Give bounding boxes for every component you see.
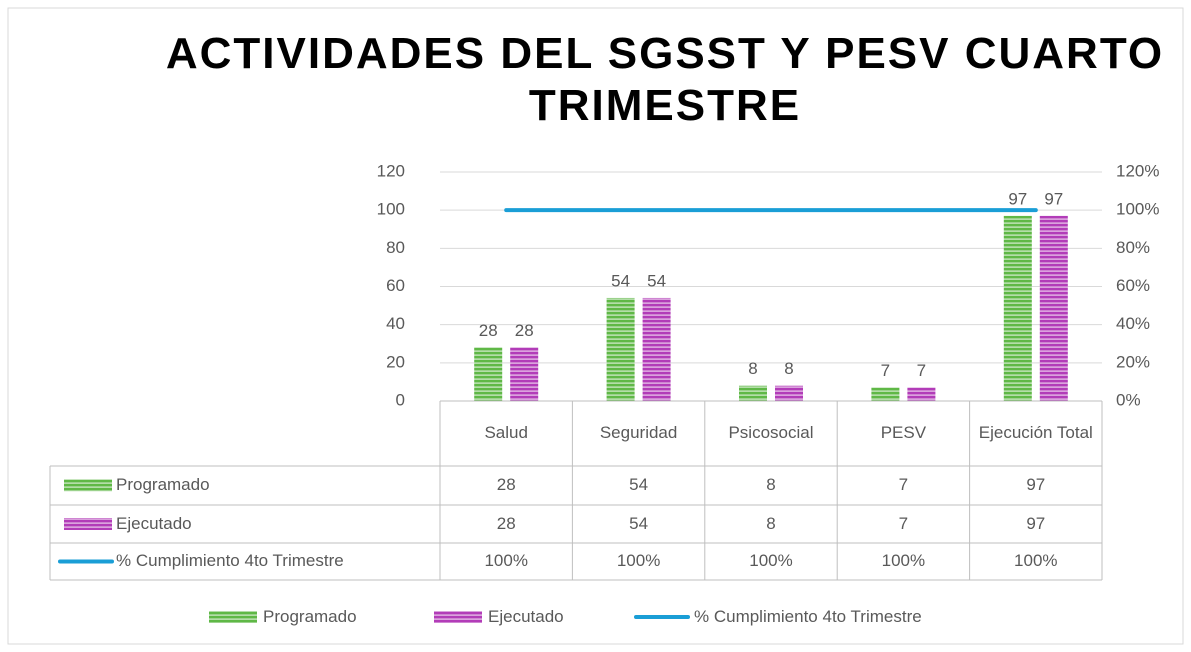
category-label: Salud — [484, 423, 528, 443]
data-label: 97 — [1008, 189, 1027, 208]
y-tick-label: 40 — [386, 314, 405, 333]
table-cell: 100% — [1014, 551, 1058, 571]
y2-tick-label: 0% — [1116, 390, 1141, 409]
y-tick-label: 0 — [396, 390, 405, 409]
legend-label: Programado — [263, 606, 357, 626]
data-label: 28 — [515, 321, 534, 340]
legend-key — [209, 611, 257, 623]
table-cell: 8 — [766, 513, 776, 533]
y-tick-label: 20 — [386, 352, 405, 371]
y-tick-label: 120 — [377, 161, 405, 180]
y-tick-label: 80 — [386, 238, 405, 257]
table-cell: 100% — [484, 551, 528, 571]
legend-label: Ejecutado — [488, 606, 564, 626]
data-label: 7 — [917, 361, 926, 380]
chart-border — [7, 7, 1184, 645]
bar — [1039, 215, 1068, 401]
data-label: 8 — [784, 359, 793, 378]
y2-tick-label: 80% — [1116, 238, 1150, 257]
table-cell: 100% — [881, 551, 926, 571]
data-label: 97 — [1044, 189, 1063, 208]
chart-title: ACTIVIDADES DEL SGSST Y PESV CUARTO TRIM… — [165, 29, 1165, 130]
category-label: Ejecución Total — [978, 423, 1093, 443]
bar — [907, 387, 936, 401]
bar — [510, 347, 539, 401]
bar — [1003, 215, 1032, 401]
category-label: PESV — [880, 423, 927, 443]
bar — [606, 297, 635, 401]
table-cell: 54 — [629, 513, 649, 533]
data-label: 28 — [479, 321, 498, 340]
table-cell: 28 — [496, 513, 516, 533]
table-cell: 7 — [898, 475, 909, 495]
bar — [739, 385, 767, 401]
table-cell: 7 — [898, 513, 909, 533]
legend-key — [64, 479, 112, 492]
data-label: 54 — [647, 271, 666, 290]
y-tick-label: 60 — [386, 276, 405, 295]
legend-key — [64, 518, 112, 530]
table-cell: 100% — [616, 551, 661, 571]
y-tick-label: 100 — [377, 200, 405, 219]
table-row-label: Ejecutado — [116, 513, 192, 533]
table-row-label: Programado — [116, 475, 210, 495]
table-cell: 97 — [1026, 513, 1046, 533]
y2-tick-label: 20% — [1116, 352, 1150, 371]
data-label: 54 — [611, 271, 630, 290]
table-cell: 54 — [629, 475, 649, 495]
bar — [871, 387, 900, 401]
bar — [642, 297, 671, 401]
y2-tick-label: 100% — [1116, 200, 1159, 219]
category-label: Seguridad — [599, 423, 678, 443]
table-cell: 97 — [1026, 475, 1046, 495]
bar — [775, 385, 803, 401]
y2-tick-label: 40% — [1116, 314, 1150, 333]
category-label: Psicosocial — [728, 423, 814, 443]
table-cell: 28 — [496, 475, 516, 495]
table-cell: 8 — [766, 475, 776, 495]
y2-tick-label: 60% — [1116, 276, 1150, 295]
data-label: 7 — [881, 361, 890, 380]
table-row-label: % Cumplimiento 4to Trimestre — [116, 551, 344, 571]
y2-tick-label: 120% — [1116, 161, 1159, 180]
data-label: 8 — [748, 359, 757, 378]
bar — [474, 347, 503, 401]
table-cell: 100% — [749, 551, 793, 571]
legend-label: % Cumplimiento 4to Trimestre — [694, 606, 922, 626]
legend-key — [434, 611, 482, 623]
